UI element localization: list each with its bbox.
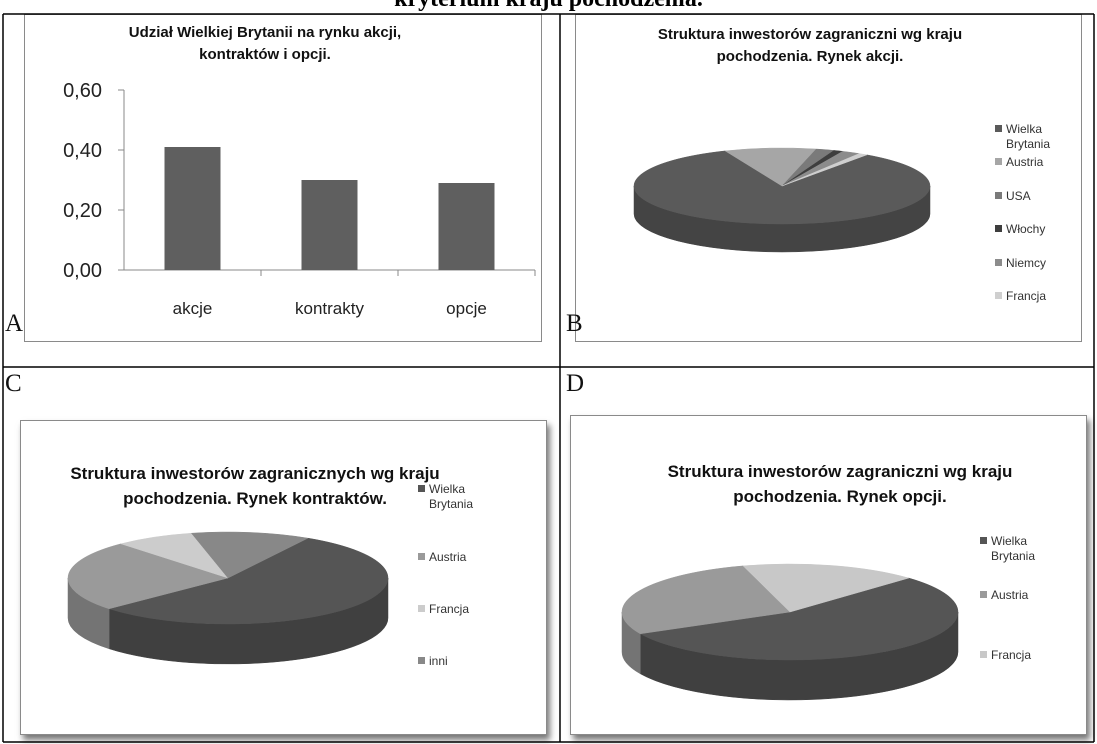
legend-entry: Włochy — [995, 222, 1068, 237]
heading: kryterium kraju pochodzenia. — [0, 0, 1097, 13]
y-tick-label: 0,40 — [63, 140, 102, 162]
pie-slice — [190, 531, 309, 579]
panel-label: A — [5, 310, 24, 337]
legend-swatch — [418, 485, 425, 492]
pie-slice — [781, 153, 868, 187]
pie-slice — [108, 537, 389, 625]
legend-entry: Francja — [418, 602, 491, 617]
legend-entry: Francja — [995, 289, 1068, 304]
chart-frame — [24, 14, 542, 342]
x-tick-label: opcje — [446, 299, 487, 318]
x-tick-label: kontrakty — [295, 299, 364, 318]
legend-label: Austria — [991, 588, 1029, 602]
legend-entry: Wielka Brytania — [980, 534, 1053, 564]
y-tick-label: 0,60 — [63, 80, 102, 102]
legend-entry: Niemcy — [995, 256, 1068, 271]
bar — [438, 183, 495, 270]
legend-swatch — [995, 192, 1002, 199]
legend-swatch — [980, 591, 987, 598]
legend-entry: Wielka Brytania — [418, 482, 491, 512]
legend-swatch — [995, 125, 1002, 132]
pie-slice — [742, 563, 910, 613]
legend-label: Wielka Brytania — [991, 534, 1036, 563]
pie-slice — [633, 150, 931, 225]
pie-slice — [67, 543, 229, 610]
legend-entry: Austria — [995, 155, 1068, 170]
legend-swatch — [418, 605, 425, 612]
legend-swatch — [418, 657, 425, 664]
legend-label: inni — [429, 654, 448, 668]
legend-label: Niemcy — [1006, 256, 1047, 270]
legend-swatch — [995, 158, 1002, 165]
legend-label: Wielka Brytania — [429, 482, 474, 511]
legend-entry: Francja — [980, 648, 1053, 663]
bar — [164, 147, 221, 270]
legend-swatch — [980, 537, 987, 544]
legend-swatch — [980, 651, 987, 658]
x-tick-label: akcje — [173, 299, 213, 318]
legend-entry: Austria — [418, 550, 491, 565]
legend-label: Francja — [429, 602, 470, 616]
legend-entry: USA — [995, 189, 1068, 204]
legend-swatch — [995, 259, 1002, 266]
legend-entry: Austria — [980, 588, 1053, 603]
legend-label: Włochy — [1006, 222, 1046, 236]
legend-label: Wielka Brytania — [1006, 122, 1051, 151]
legend-entry: inni — [418, 654, 491, 669]
legend-entry: Wielka Brytania — [995, 122, 1068, 152]
pie-slice — [639, 577, 959, 661]
legend-swatch — [995, 225, 1002, 232]
y-tick-label: 0,00 — [63, 260, 102, 282]
legend-label: Austria — [429, 550, 467, 564]
legend-label: Austria — [1006, 155, 1044, 169]
legend-label: Francja — [1006, 289, 1047, 303]
y-tick-label: 0,20 — [63, 200, 102, 222]
chart-title: Udział Wielkiej Brytanii na rynku akcji,… — [128, 24, 402, 63]
panel-label: D — [566, 370, 585, 397]
legend-label: Francja — [991, 648, 1032, 662]
legend-swatch — [418, 553, 425, 560]
pie-slice — [621, 565, 791, 635]
bar — [301, 180, 358, 270]
pie-slice — [724, 147, 817, 187]
chart-title: Struktura inwestorów zagraniczni wg kraj… — [667, 462, 1013, 506]
legend-swatch — [995, 292, 1002, 299]
chart-title: Struktura inwestorów zagranicznych wg kr… — [70, 464, 440, 508]
panel-label: B — [566, 310, 583, 337]
chart-title: Struktura inwestorów zagraniczni wg kraj… — [657, 26, 963, 65]
legend-label: USA — [1006, 189, 1031, 203]
panel-label: C — [5, 370, 22, 397]
